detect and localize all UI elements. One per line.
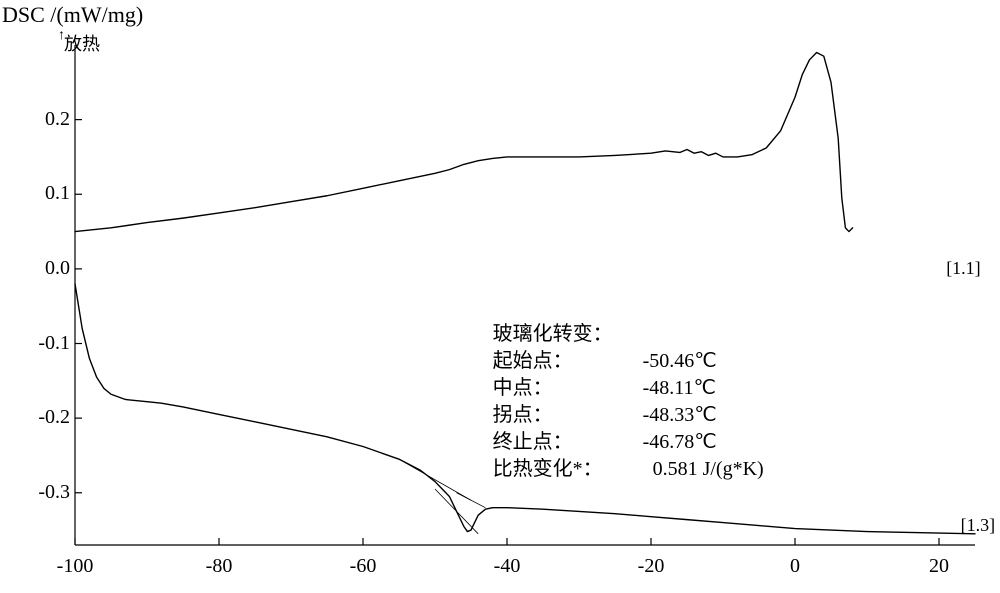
annotation-row: 拐点：-48.33℃ (493, 402, 823, 429)
annotation-row: 中点：-48.11℃ (493, 375, 823, 402)
annotation-row-value: -48.33℃ (643, 402, 823, 429)
x-tick-label: -40 (494, 555, 521, 578)
chart-svg (0, 0, 1000, 593)
annotation-row: 比热变化*： 0.581 J/(g*K) (493, 456, 823, 483)
annotation-row-value: -48.11℃ (643, 375, 823, 402)
annotation-row-label: 起始点： (493, 348, 643, 375)
x-tick-label: 0 (790, 555, 800, 578)
annotation-row-value: -50.46℃ (643, 348, 823, 375)
glass-transition-annotation: 玻璃化转变：起始点：-50.46℃中点：-48.11℃拐点：-48.33℃终止点… (493, 321, 823, 483)
y-tick-label: -0.1 (10, 332, 70, 355)
annotation-row-label: 拐点： (493, 402, 643, 429)
series-marker-1-1: [1.1] (946, 258, 981, 279)
y-tick-label: 0.0 (10, 257, 70, 280)
annotation-row: 起始点：-50.46℃ (493, 348, 823, 375)
x-tick-label: -100 (57, 555, 94, 578)
series-marker-1-3: [1.3] (961, 515, 996, 536)
dsc-chart-container: DSC /(mW/mg) ↑ 放热 -0.3-0.2-0.10.00.10.2 … (0, 0, 1000, 593)
y-tick-label: 0.1 (10, 182, 70, 205)
annotation-title: 玻璃化转变： (493, 321, 823, 348)
annotation-row: 终止点：-46.78℃ (493, 429, 823, 456)
x-tick-label: 20 (929, 555, 949, 578)
x-tick-label: -20 (638, 555, 665, 578)
x-tick-label: -80 (206, 555, 233, 578)
x-tick-label: -60 (350, 555, 377, 578)
annotation-row-label: 比热变化*： (493, 456, 643, 483)
annotation-row-value: 0.581 J/(g*K) (643, 456, 823, 483)
annotation-row-value: -46.78℃ (643, 429, 823, 456)
y-tick-label: -0.3 (10, 481, 70, 504)
annotation-row-label: 中点： (493, 375, 643, 402)
y-tick-label: -0.2 (10, 406, 70, 429)
y-tick-label: 0.2 (10, 108, 70, 131)
annotation-row-label: 终止点： (493, 429, 643, 456)
